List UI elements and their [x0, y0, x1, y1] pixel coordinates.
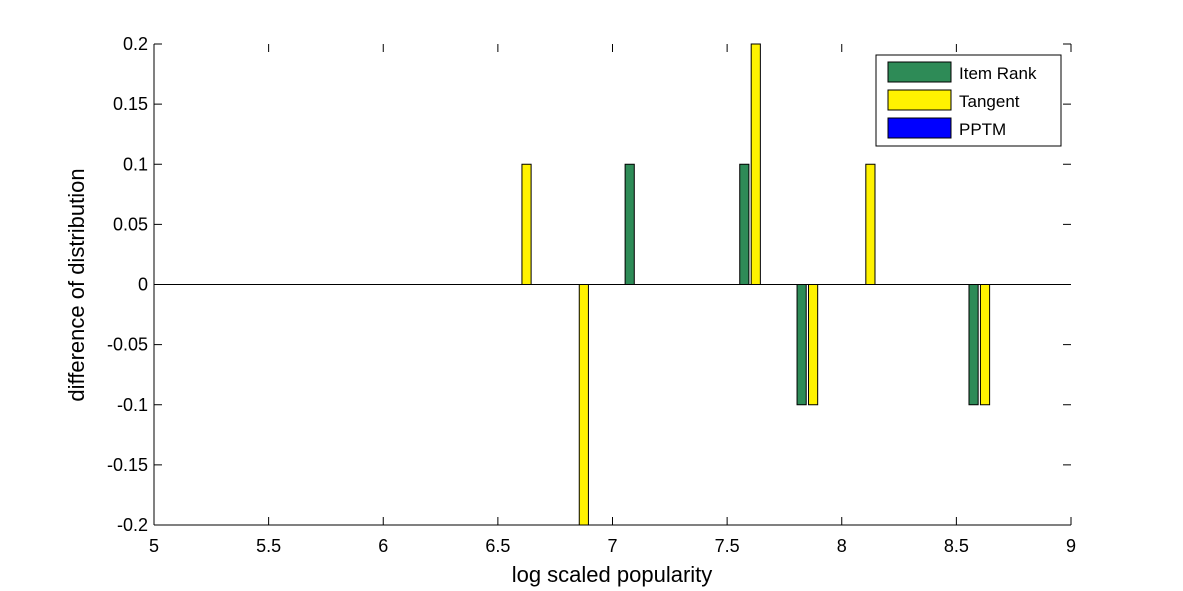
y-tick-label: -0.15 [107, 455, 148, 475]
bar-tangent-3 [808, 284, 819, 406]
y-tick-label: 0.1 [123, 154, 148, 174]
bar-item-rank-2 [796, 284, 807, 406]
y-tick-label: 0 [138, 275, 148, 295]
x-tick-label: 5.5 [256, 536, 281, 556]
y-tick-label: -0.1 [117, 395, 148, 415]
bar-item-rank-1 [739, 163, 750, 285]
bar-item-rank-3 [968, 284, 979, 406]
x-tick-label: 6.5 [485, 536, 510, 556]
bar-tangent-5 [979, 284, 991, 406]
y-tick-label: 0.05 [113, 214, 148, 234]
x-axis-ticks: 5 5.5 6 6.5 7 7.5 8 8.5 9 [149, 44, 1076, 556]
x-tick-label: 6 [378, 536, 388, 556]
y-axis-label: difference of distribution [64, 168, 89, 401]
bar-item-rank-0 [624, 163, 635, 285]
x-tick-label: 7 [607, 536, 617, 556]
x-axis-label: log scaled popularity [512, 562, 713, 587]
x-tick-label: 8.5 [944, 536, 969, 556]
bar-tangent-2 [750, 43, 761, 285]
x-tick-label: 7.5 [715, 536, 740, 556]
x-tick-label: 9 [1066, 536, 1076, 556]
legend-swatch-item-rank [887, 61, 952, 83]
bar-tangent-0 [521, 163, 532, 285]
legend-label: PPTM [959, 120, 1006, 139]
y-tick-label: 0.2 [123, 34, 148, 54]
legend: Item Rank Tangent PPTM [875, 54, 1062, 147]
y-tick-label: -0.05 [107, 335, 148, 355]
y-tick-label: -0.2 [117, 515, 148, 535]
legend-swatch-tangent [887, 89, 952, 111]
x-tick-label: 8 [837, 536, 847, 556]
legend-swatch-pptm [887, 117, 952, 139]
bar-tangent-4 [865, 163, 876, 285]
y-tick-label: 0.15 [113, 94, 148, 114]
legend-label: Item Rank [959, 64, 1037, 83]
x-tick-label: 5 [149, 536, 159, 556]
y-axis-ticks: -0.2 -0.15 -0.1 -0.05 0 0.05 0.1 0.15 0.2 [107, 34, 1071, 535]
legend-label: Tangent [959, 92, 1020, 111]
bar-tangent-1 [578, 284, 589, 526]
